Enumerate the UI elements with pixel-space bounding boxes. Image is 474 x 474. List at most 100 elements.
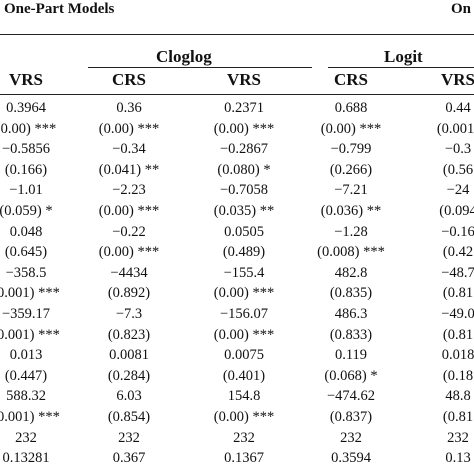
models-title-left: One-Part Models (4, 1, 115, 17)
table-cell: (0.56 (442, 161, 474, 178)
logit-underline (328, 67, 474, 68)
table-cell: (0.068) * (324, 367, 378, 384)
table-cell: (0.00) *** (98, 244, 160, 261)
table-cell: (0.266) (329, 161, 373, 178)
table-cell: −7.21 (334, 182, 368, 199)
table-cell: (0.284) (107, 367, 151, 384)
table-cell: (0.18 (442, 367, 474, 384)
table-cell: (0.00) *** (213, 326, 275, 343)
table-cell: −24 (446, 182, 470, 199)
table-cell: −2.23 (112, 182, 146, 199)
table-cell: 154.8 (227, 388, 261, 405)
table-cell: (0.041) ** (98, 161, 160, 178)
table-cell: 0.018 (441, 347, 474, 364)
col-header-crs-1: CRS (111, 70, 147, 89)
table-cell: (0.001) *** (0, 409, 60, 425)
table-cell: −0.16 (441, 223, 474, 240)
table-cell: −1.01 (9, 182, 43, 199)
table-cell: (0.080) * (217, 161, 271, 178)
table-cell: 0.048 (9, 223, 43, 240)
table-cell: −48.7 (441, 264, 474, 281)
table-cell: −0.2867 (219, 141, 269, 158)
table-cell: (0.892) (107, 285, 151, 302)
table-cell: 232 (15, 429, 37, 446)
table-cell: (0.835) (329, 285, 373, 302)
table-cell: −0.5856 (1, 141, 51, 158)
table-cell: (0.823) (107, 326, 151, 343)
table-cell: 0.0075 (224, 347, 264, 364)
table-cell: −474.62 (326, 388, 376, 405)
table-cell: 6.03 (116, 388, 142, 405)
table-cell: −358.5 (5, 264, 47, 281)
table-cell: 0.13281 (2, 450, 50, 467)
table-cell: 232 (118, 429, 140, 446)
table-cell: (0.059) * (0, 203, 53, 219)
col-header-crs-2: CRS (333, 70, 369, 89)
table-cell: (0.837) (329, 409, 373, 425)
col-header-vrs-1: VRS (8, 70, 44, 89)
header-bottom-rule (0, 94, 474, 95)
table-cell: (0.645) (4, 244, 48, 261)
table-cell: −0.22 (112, 223, 146, 240)
table-cell: (0.489) (222, 244, 266, 261)
table-cell: −359.17 (1, 306, 51, 322)
col-header-vrs-2: VRS (226, 70, 262, 89)
table-cell: (0.001) (436, 120, 474, 137)
table-cell: −155.4 (223, 264, 265, 281)
table-cell: (0.00) *** (0, 120, 57, 137)
table-cell: 588.32 (6, 388, 46, 405)
table-cell: −1.28 (334, 223, 368, 240)
table-cell: −49.0 (441, 306, 474, 322)
table-cell: (0.00) *** (98, 203, 160, 219)
table-cell: (0.81 (442, 326, 474, 343)
cloglog-underline (88, 67, 312, 68)
table-cell: (0.035) ** (213, 203, 275, 219)
models-title-right: On (451, 1, 472, 17)
table-cell: (0.00) *** (98, 120, 160, 137)
table-cell: (0.81 (442, 285, 474, 302)
table-cell: (0.854) (107, 409, 151, 425)
table-cell: (0.094 (439, 203, 474, 219)
table-cell: −0.3 (444, 141, 472, 158)
table-cell: 0.0505 (224, 223, 264, 240)
table-cell: 232 (233, 429, 255, 446)
table-cell: (0.42 (442, 244, 474, 261)
table-cell: (0.447) (4, 367, 48, 384)
table-cell: −0.799 (330, 141, 372, 158)
table-cell: (0.00) *** (320, 120, 382, 137)
table-cell: 0.3594 (331, 450, 371, 467)
table-cell: −4434 (110, 264, 148, 281)
table-cell: −0.34 (112, 141, 146, 158)
table-cell: (0.00) *** (213, 409, 275, 425)
top-rule (0, 34, 474, 35)
table-cell: (0.00) *** (213, 285, 275, 302)
table-cell: 0.1367 (224, 450, 264, 467)
group-header-logit: Logit (384, 47, 423, 66)
table-cell: 0.13 (445, 450, 471, 467)
table-cell: 0.013 (9, 347, 43, 364)
table-cell: −0.7058 (219, 182, 269, 199)
table-cell: (0.81 (442, 409, 474, 425)
table-cell: 0.0081 (109, 347, 149, 364)
table-cell: 0.3964 (6, 100, 46, 116)
table-cell: 232 (340, 429, 362, 446)
table-cell: 232 (447, 429, 469, 446)
table-cell: 486.3 (334, 306, 368, 322)
table-cell: 0.119 (334, 347, 368, 364)
table-cell: 48.8 (445, 388, 471, 405)
table-cell: 0.36 (116, 100, 142, 116)
table-cell: −156.07 (219, 306, 269, 322)
table-cell: 0.44 (445, 100, 471, 116)
table-cell: (0.401) (222, 367, 266, 384)
col-header-vrs-3: VRS (440, 70, 474, 89)
table-cell: 0.367 (112, 450, 146, 467)
table-cell: 482.8 (334, 264, 368, 281)
table-cell: (0.833) (329, 326, 373, 343)
table-cell: 0.2371 (224, 100, 264, 116)
table-cell: (0.166) (4, 161, 48, 178)
table-cell: 0.688 (334, 100, 368, 116)
table-cell: (0.036) ** (320, 203, 382, 219)
table-cell: (0.008) *** (317, 244, 385, 261)
table-cell: (0.001) *** (0, 326, 60, 343)
group-header-cloglog: Cloglog (156, 47, 212, 66)
